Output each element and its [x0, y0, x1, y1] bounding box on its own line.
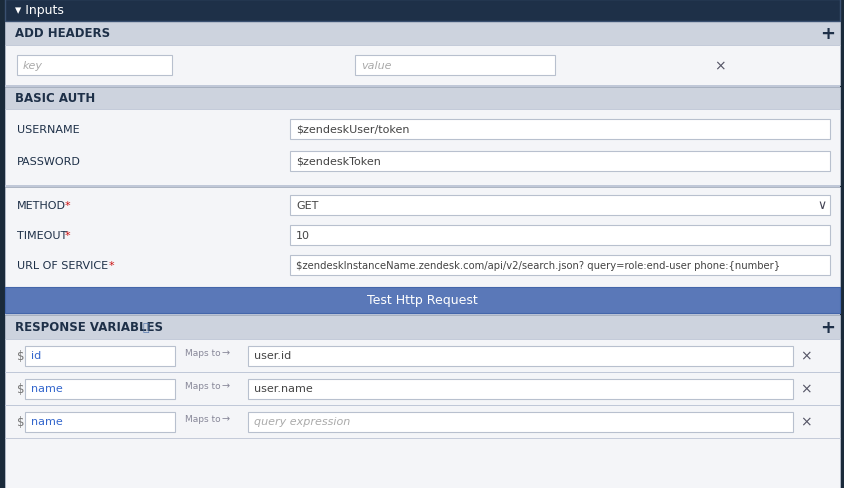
Bar	[5, 185, 839, 187]
Bar	[289, 225, 829, 245]
Text: $zendeskInstanceName.zendesk.com/api/v2/search.json? query=role:end-user phone:{: $zendeskInstanceName.zendesk.com/api/v2/…	[295, 261, 779, 270]
Text: $zendeskUser/token: $zendeskUser/token	[295, 125, 409, 135]
Text: ∨: ∨	[816, 199, 825, 212]
Text: →: →	[222, 381, 230, 391]
Text: user.name: user.name	[254, 384, 312, 394]
Text: Maps to: Maps to	[185, 414, 220, 423]
Text: ×: ×	[713, 59, 725, 73]
Bar	[5, 315, 839, 339]
Text: BASIC AUTH: BASIC AUTH	[15, 92, 95, 105]
Text: Test Http Request: Test Http Request	[366, 294, 478, 307]
Text: +: +	[820, 25, 835, 43]
Text: Maps to: Maps to	[185, 381, 220, 390]
Text: $: $	[17, 382, 24, 395]
Bar	[17, 56, 172, 76]
Text: Maps to: Maps to	[185, 348, 220, 357]
Bar	[5, 22, 839, 46]
Text: query expression: query expression	[254, 417, 349, 427]
Text: *: *	[65, 230, 71, 241]
Text: USERNAME: USERNAME	[17, 125, 79, 135]
Bar	[5, 372, 839, 373]
Text: →: →	[222, 348, 230, 358]
Bar	[5, 313, 839, 315]
Text: ▾ Inputs: ▾ Inputs	[15, 4, 64, 18]
Text: name: name	[31, 417, 62, 427]
Bar	[289, 196, 829, 216]
Text: GET: GET	[295, 201, 318, 210]
Text: $: $	[17, 415, 24, 428]
Bar	[5, 88, 839, 110]
Text: ⓘ: ⓘ	[143, 323, 149, 332]
Bar	[247, 412, 792, 431]
Text: ×: ×	[799, 415, 811, 428]
Text: name: name	[31, 384, 62, 394]
Bar	[247, 379, 792, 399]
Text: $zendeskToken: $zendeskToken	[295, 157, 381, 167]
Text: PASSWORD: PASSWORD	[17, 157, 81, 167]
Bar	[289, 120, 829, 140]
Text: user.id: user.id	[254, 351, 291, 361]
Bar	[5, 339, 839, 438]
Text: 10: 10	[295, 230, 310, 241]
Text: ×: ×	[799, 349, 811, 363]
Bar	[25, 346, 175, 366]
Bar	[25, 412, 175, 431]
Text: *: *	[65, 201, 71, 210]
Bar	[247, 346, 792, 366]
Text: *: *	[109, 261, 115, 270]
Bar	[5, 0, 839, 22]
Bar	[354, 56, 555, 76]
Text: value: value	[360, 61, 391, 71]
Text: $: $	[17, 349, 24, 362]
Bar	[5, 405, 839, 406]
Bar	[289, 152, 829, 172]
Text: id: id	[31, 351, 41, 361]
Bar	[5, 86, 839, 88]
Text: ×: ×	[799, 382, 811, 396]
Bar	[5, 287, 839, 313]
Text: →: →	[222, 414, 230, 424]
Bar	[25, 379, 175, 399]
Bar	[5, 46, 839, 86]
Bar	[289, 256, 829, 275]
Bar	[5, 110, 839, 185]
Bar	[5, 438, 839, 488]
Text: ADD HEADERS: ADD HEADERS	[15, 27, 110, 41]
Text: RESPONSE VARIABLES: RESPONSE VARIABLES	[15, 321, 163, 334]
Text: +: +	[820, 318, 835, 336]
Text: key: key	[23, 61, 43, 71]
Bar	[5, 187, 839, 287]
Text: URL OF SERVICE: URL OF SERVICE	[17, 261, 108, 270]
Text: METHOD: METHOD	[17, 201, 66, 210]
Text: TIMEOUT: TIMEOUT	[17, 230, 68, 241]
